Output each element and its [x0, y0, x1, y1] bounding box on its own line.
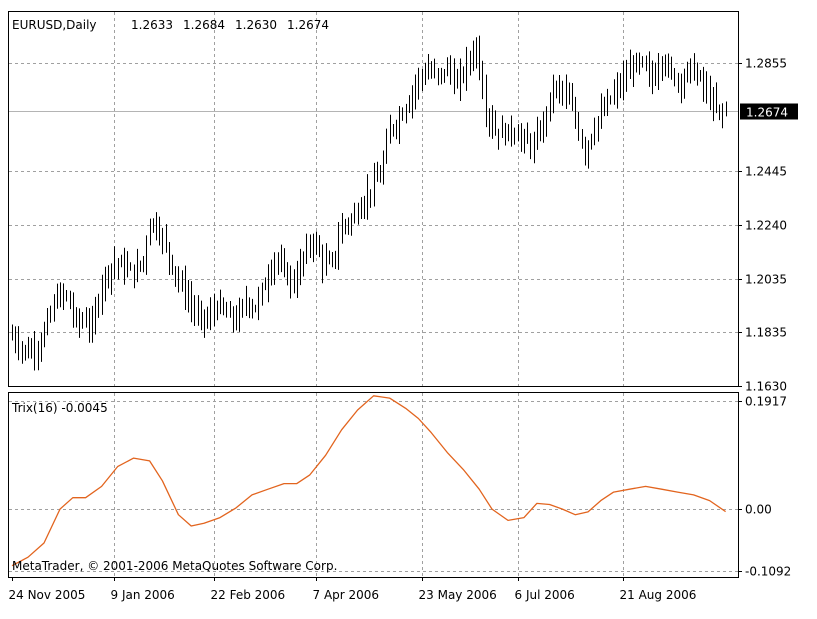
grid-layer [9, 12, 738, 577]
ohlc-readout: 1.2633 1.2684 1.2630 1.2674 [131, 18, 329, 32]
price-tick-label: 1.2240 [745, 219, 787, 233]
current-price-marker: 1.2674 [740, 103, 798, 120]
trix-axis: -0.1092 0.00 0.1917 [738, 395, 791, 579]
chart-title: EURUSD,Daily [12, 18, 97, 32]
time-tick-label: 7 Apr 2006 [313, 588, 380, 602]
trix-tick-label: 0.1917 [745, 395, 787, 409]
price-tick-label: 1.2855 [745, 57, 787, 71]
ohlc-close: 1.2674 [287, 18, 329, 32]
price-tick-label: 1.1630 [745, 380, 787, 394]
ohlc-open: 1.2633 [131, 18, 173, 32]
time-tick-label: 22 Feb 2006 [211, 588, 286, 602]
time-tick-label: 6 Jul 2006 [515, 588, 575, 602]
time-tick-label: 9 Jan 2006 [111, 588, 175, 602]
trix-label: Trix(16) -0.0045 [11, 401, 108, 415]
price-tick-label: 1.2445 [745, 165, 787, 179]
price-tick-label: 1.2035 [745, 273, 787, 287]
current-price-label: 1.2674 [746, 106, 788, 120]
trix-tick-label: -0.1092 [745, 565, 791, 579]
time-tick-label: 21 Aug 2006 [620, 588, 697, 602]
current-price-box [740, 103, 798, 120]
copyright-watermark: MetaTrader, © 2001-2006 MetaQuotes Softw… [12, 559, 337, 573]
trix-line [11, 395, 726, 567]
ohlc-low: 1.2630 [235, 18, 277, 32]
time-tick-label: 23 May 2006 [419, 588, 497, 602]
trix-tick-label: 0.00 [745, 503, 772, 517]
time-axis: 24 Nov 2005 9 Jan 2006 22 Feb 2006 7 Apr 20… [9, 577, 697, 602]
price-bars [12, 35, 727, 371]
price-pane-frame [8, 11, 739, 387]
price-tick-label: 1.1835 [745, 326, 787, 340]
ohlc-high: 1.2684 [183, 18, 225, 32]
indicator-pane-frame [8, 392, 739, 578]
trix-indicator [11, 395, 726, 567]
time-tick-label: 24 Nov 2005 [9, 588, 86, 602]
price-axis: 1.1630 1.1835 1.2035 1.2240 1.2445 1.2855 [738, 57, 787, 394]
